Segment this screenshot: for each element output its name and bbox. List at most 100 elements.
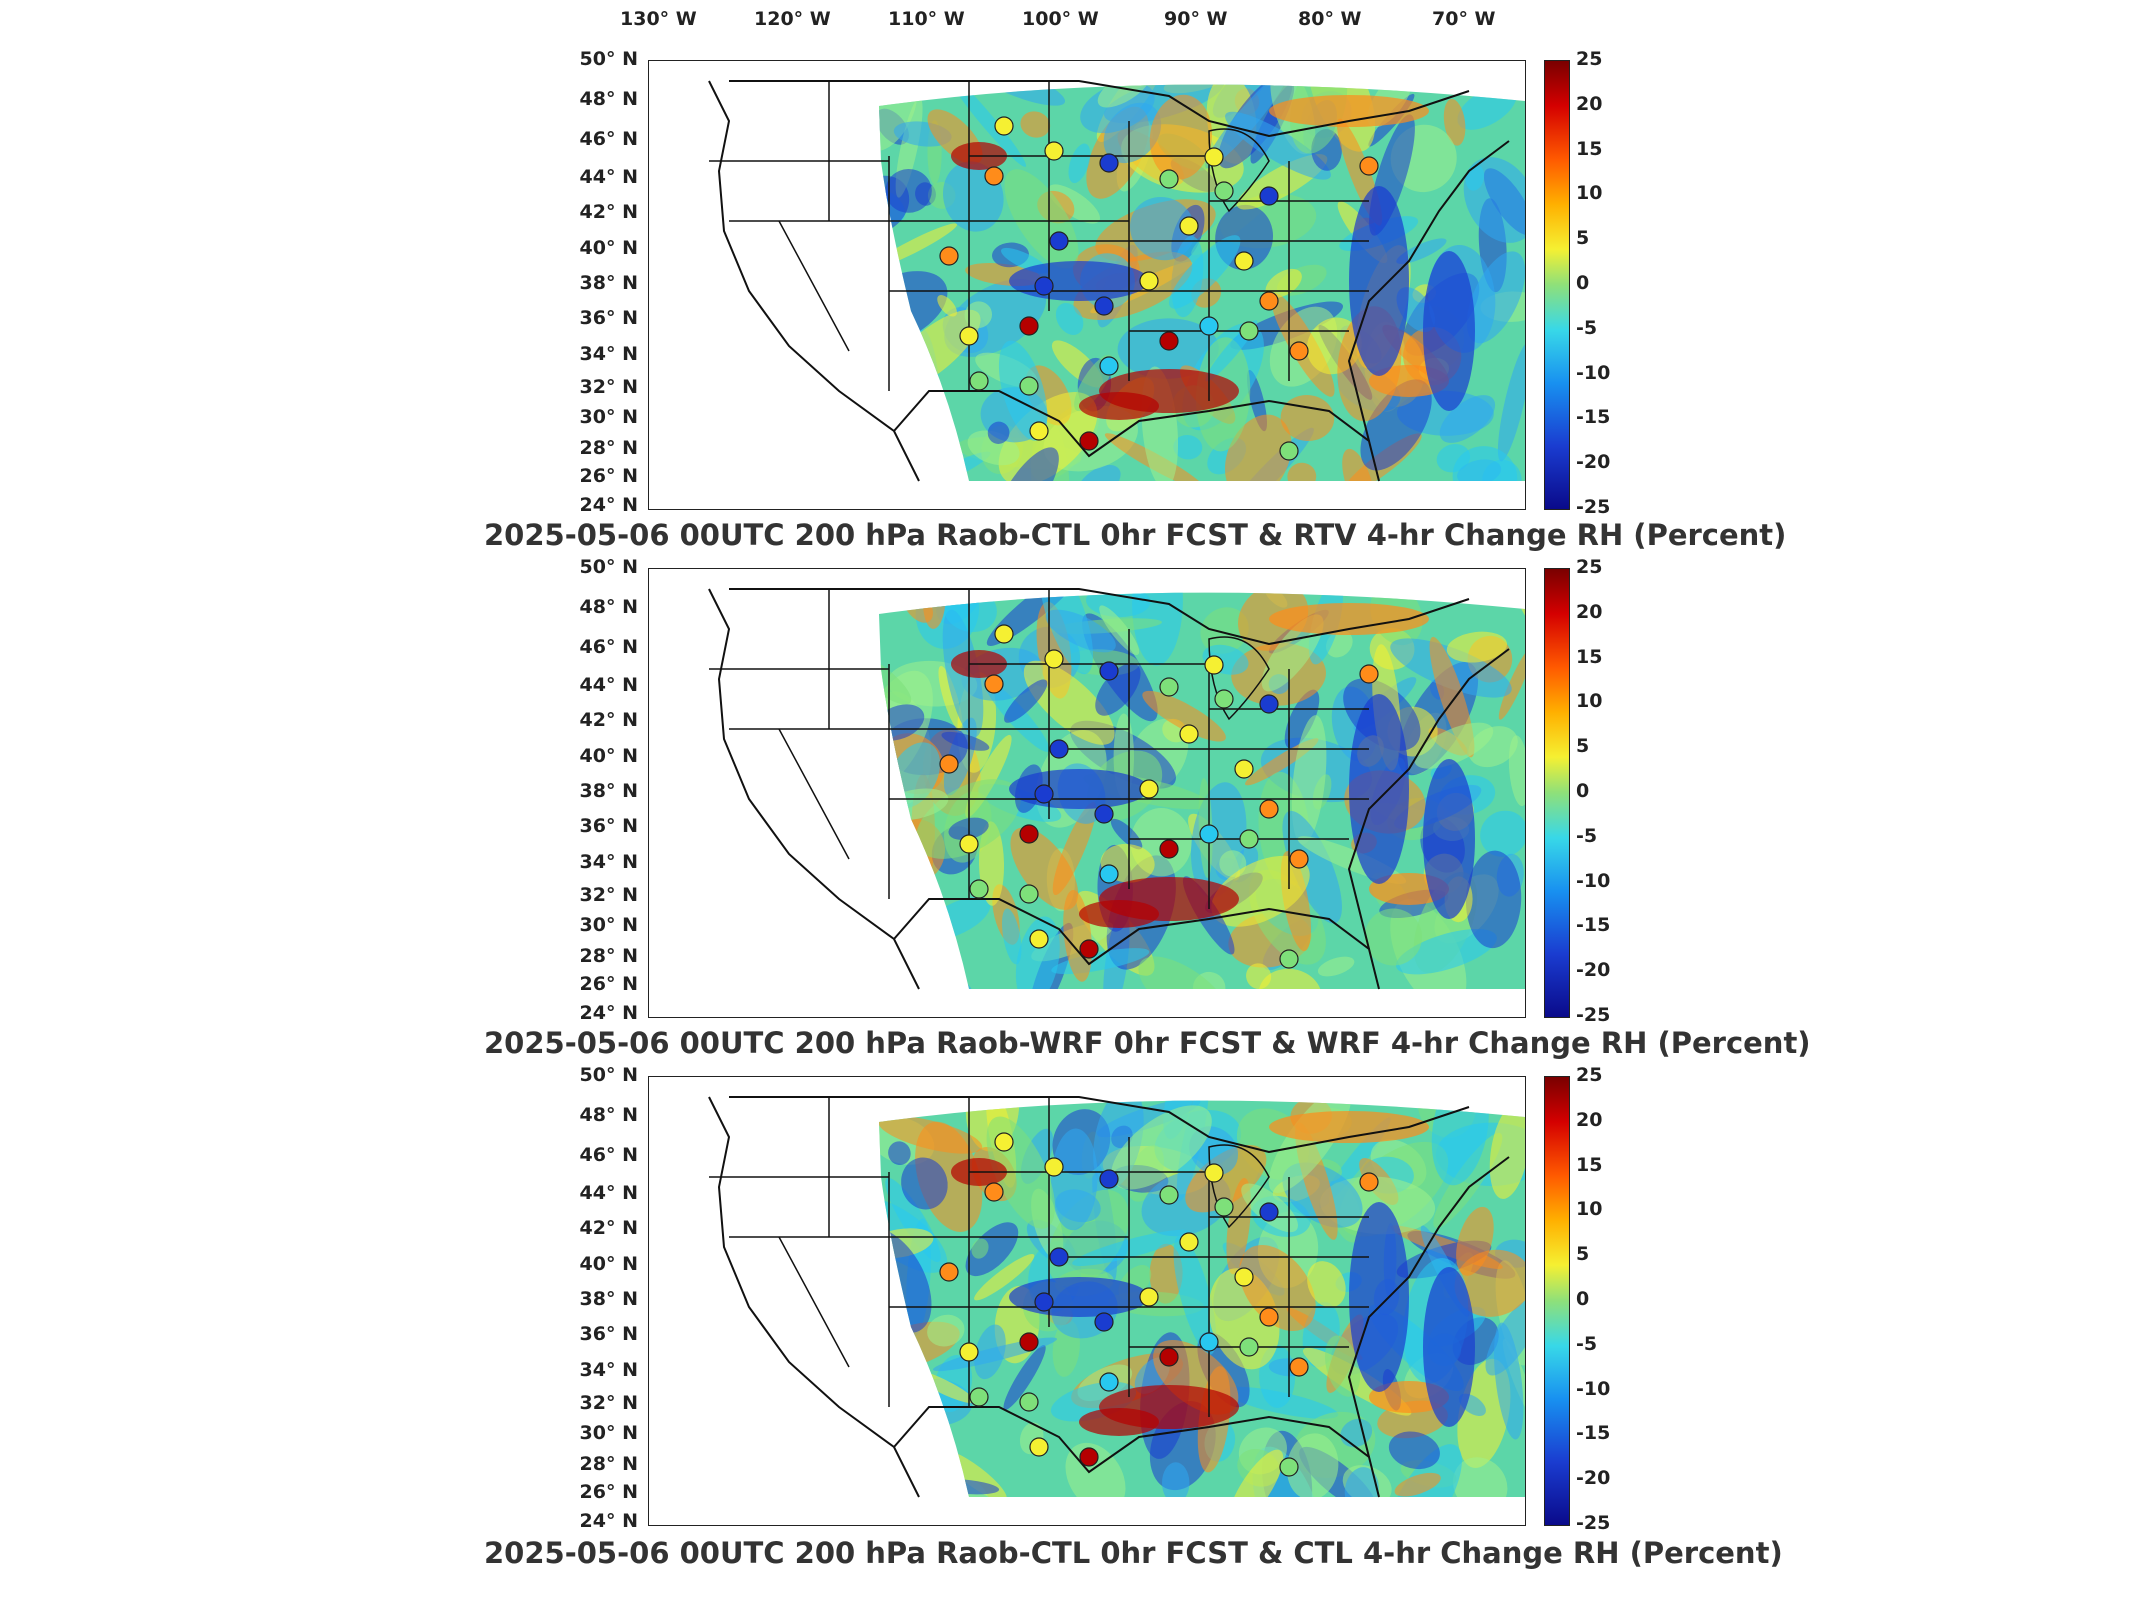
rh-blob [986,592,1083,646]
lat-tick: 36° N [579,1323,638,1346]
rh-blob [1228,1449,1284,1498]
raob-station [1359,156,1379,176]
lat-tick: 24° N [579,493,638,516]
rh-feature [1423,759,1475,919]
lat-tick: 34° N [579,1358,638,1381]
raob-station [1044,649,1064,669]
rh-blob [1003,1345,1046,1410]
panel-title: 2025-05-06 00UTC 200 hPa Raob-CTL 0hr FC… [484,1536,1783,1570]
rh-blob [1494,1322,1524,1440]
rh-blob [1130,196,1195,261]
lon-tick: 130° W [620,8,697,30]
raob-station [939,246,959,266]
colorbar-tick: -15 [1576,914,1611,937]
raob-station [1199,316,1219,336]
colorbar [1544,60,1570,510]
rh-blob [1344,1467,1379,1498]
lat-tick: 38° N [579,780,638,802]
rh-feature [1269,95,1429,127]
rh-blob [1173,434,1203,460]
rh-blob [1110,818,1143,850]
rh-blob [1015,916,1060,990]
rh-blob [1396,238,1447,265]
rh-blob [974,1324,1006,1380]
raob-station [1239,829,1259,849]
lat-tick: 48° N [579,88,638,111]
raob-station [1019,316,1039,336]
raob-station [1099,1372,1119,1392]
rh-feature [1079,1408,1159,1436]
rh-blob [1317,956,1355,977]
raob-station [1179,724,1199,744]
colorbar-tick: -25 [1576,1512,1611,1534]
state-boundary [778,220,850,352]
rh-blob [964,301,993,329]
raob-station [1259,694,1279,714]
raob-station [1359,664,1379,684]
colorbar-tick: 20 [1576,92,1603,115]
great-lakes [1208,636,1270,721]
map-panel-2: 50° N 48° N 46° N 44° N 42° N 40° N 38° N 36° N… [0,556,2133,1068]
colorbar-tick: -25 [1576,496,1611,518]
colorbar-tick: 0 [1576,780,1590,802]
raob-station [1159,169,1179,189]
lat-tick: 28° N [579,1453,638,1476]
rh-feature [1423,1267,1475,1427]
rh-feature [1423,251,1475,411]
colorbar-tick: 0 [1576,1288,1590,1310]
colorbar-tick: -5 [1576,1332,1598,1355]
rh-blob [1045,609,1116,653]
rh-blob [1200,607,1249,654]
rh-blob [1052,801,1097,896]
raob-station [1159,677,1179,697]
raob-station [1094,1312,1114,1332]
rh-blob [1020,111,1051,138]
colorbar [1544,1076,1570,1526]
raob-station [1289,1357,1309,1377]
rh-blob [1103,102,1162,164]
lat-tick: 40° N [579,1252,638,1275]
colorbar-tick: 10 [1576,1198,1603,1221]
colorbar-tick: 5 [1576,227,1590,250]
colorbar-tick: 25 [1576,556,1603,578]
raob-station [1159,1185,1179,1205]
raob-station [1204,655,1224,675]
raob-station [1094,804,1114,824]
state-boundary [778,1236,850,1368]
lat-tick: 46° N [579,1144,638,1167]
rh-feature [1079,392,1159,420]
rh-blob [1001,908,1022,965]
rh-blob [1439,395,1496,443]
rh-blob [1324,1335,1361,1397]
east-coastline [1347,648,1510,950]
great-lakes [1208,128,1270,213]
lat-tick: 24° N [579,1509,638,1532]
colorbar-tick: 25 [1576,1064,1603,1086]
state-boundary [778,728,850,860]
lon-tick: 70° W [1432,8,1496,30]
rh-blob [1388,1431,1440,1470]
rh-blob [937,295,957,317]
raob-station [1019,1392,1039,1412]
rh-blob [1149,94,1213,180]
rh-blob [1111,1105,1212,1190]
raob-station [1044,1157,1064,1177]
raob-station [1079,939,1099,959]
map-panel-3: 50° N 48° N 46° N 44° N 42° N 40° N 38° N 36° N… [0,1064,2133,1588]
lat-tick: 26° N [579,465,638,488]
colorbar-tick: -15 [1576,406,1611,429]
raob-station [959,326,979,346]
lat-tick: 44° N [579,1181,638,1204]
raob-station [1289,341,1309,361]
gulf-coastline [893,898,1380,990]
colorbar-tick: -10 [1576,361,1611,384]
lat-tick: 34° N [579,850,638,873]
colorbar-tick: 25 [1576,48,1603,70]
lat-tick: 48° N [579,1104,638,1127]
rh-blob [1446,631,1508,663]
rh-blob [1224,414,1292,482]
colorbar-tick: -5 [1576,824,1598,847]
raob-station [1034,276,1054,296]
rh-blob [879,1369,904,1415]
raob-station [1049,739,1069,759]
